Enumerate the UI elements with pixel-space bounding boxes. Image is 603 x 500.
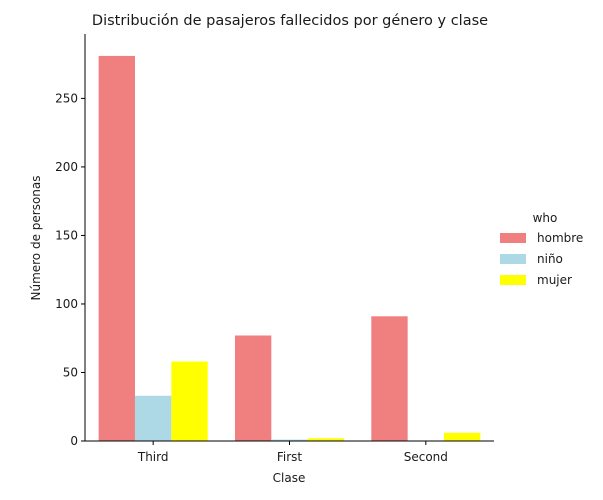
x-axis-label: Clase: [273, 471, 306, 485]
legend-swatch: [500, 254, 526, 264]
x-axis: Third First Second: [137, 441, 448, 464]
legend-swatch: [500, 275, 526, 285]
y-tick-label: 100: [55, 297, 78, 311]
y-tick-label: 200: [55, 160, 78, 174]
y-tick-label: 150: [55, 228, 78, 242]
y-tick-label: 250: [55, 91, 78, 105]
x-tick-label: Second: [404, 450, 448, 464]
y-axis-label: Número de personas: [29, 175, 43, 300]
bar-first-0: [234, 335, 272, 441]
legend-swatch: [500, 233, 526, 243]
bars-group: [98, 55, 481, 441]
chart-title: Distribución de pasajeros fallecidos por…: [92, 13, 488, 29]
bar-third-2: [171, 361, 208, 441]
legend-label: mujer: [537, 273, 572, 287]
legend-label: hombre: [537, 231, 583, 245]
bar-first-2: [307, 438, 345, 441]
y-axis: 0 50 100 150 200 250: [55, 91, 85, 448]
bar-first-1: [271, 439, 308, 441]
x-tick-label: Third: [137, 450, 169, 464]
legend-title: who: [533, 211, 558, 225]
y-tick-label: 0: [70, 434, 78, 448]
x-tick-label: First: [277, 450, 303, 464]
bar-third-0: [98, 55, 135, 441]
legend-label: niño: [537, 252, 563, 266]
bar-third-1: [134, 395, 172, 441]
bar-second-2: [444, 432, 481, 441]
y-tick-label: 50: [63, 365, 78, 379]
legend: who hombre niño mujer: [500, 211, 583, 287]
bar-second-0: [371, 316, 408, 441]
